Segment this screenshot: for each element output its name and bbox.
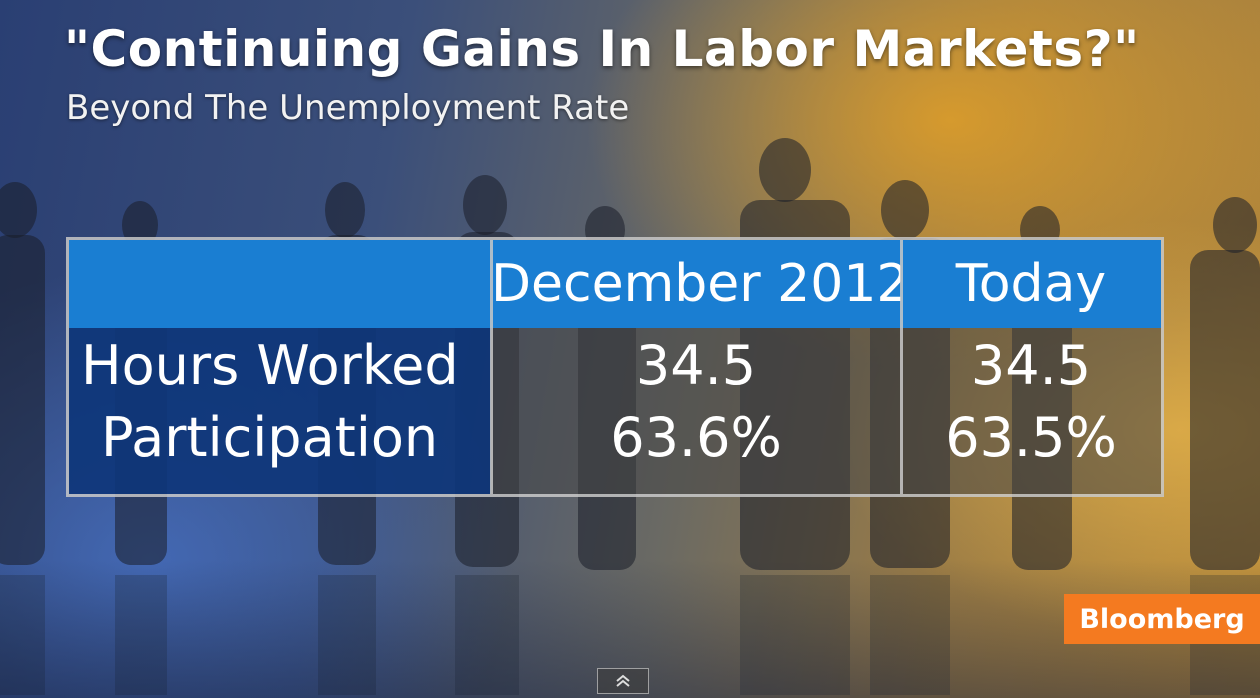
expand-controls-button[interactable] — [597, 668, 649, 694]
column-header-label: Today — [955, 254, 1107, 314]
column-header-today: Today — [901, 240, 1161, 328]
row-label-hours-worked: Hours Worked — [81, 334, 459, 397]
value-hours-worked-december-2012: 34.5 — [635, 334, 757, 397]
table-divider — [900, 240, 903, 494]
value-hours-worked-today: 34.5 — [970, 334, 1092, 397]
page-subtitle: Beyond The Unemployment Rate — [66, 88, 630, 128]
value-participation-today: 63.5% — [945, 406, 1117, 469]
column-header-label: December 2012 — [491, 254, 910, 314]
double-chevron-up-icon — [616, 674, 630, 687]
column-header-december-2012: December 2012 — [491, 240, 910, 328]
column-today-values: 34.5 63.5% — [901, 328, 1161, 494]
table-divider — [490, 240, 493, 494]
row-labels: Hours Worked Participation — [69, 328, 491, 494]
bloomberg-logo: Bloomberg — [1064, 594, 1260, 644]
row-label-participation: Participation — [101, 406, 439, 469]
table-header-blank — [69, 240, 491, 328]
value-participation-december-2012: 63.6% — [610, 406, 782, 469]
column-december-2012-values: 34.5 63.6% — [491, 328, 901, 494]
page-title: "Continuing Gains In Labor Markets?" — [64, 20, 1140, 78]
comparison-table: December 2012 Today Hours Worked Partici… — [66, 237, 1164, 497]
